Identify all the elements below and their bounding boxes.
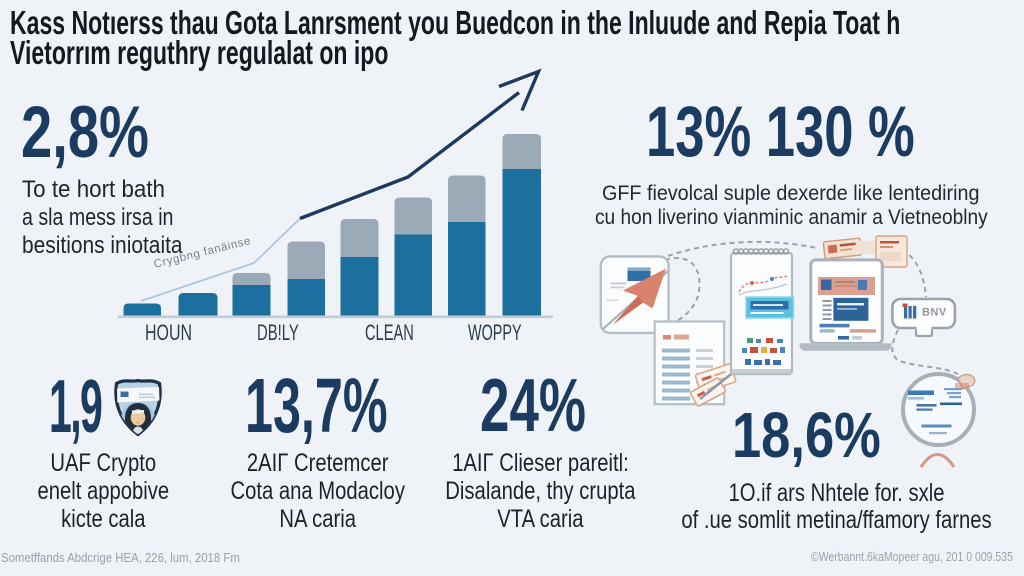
svg-text:BNV: BNV: [922, 307, 947, 319]
